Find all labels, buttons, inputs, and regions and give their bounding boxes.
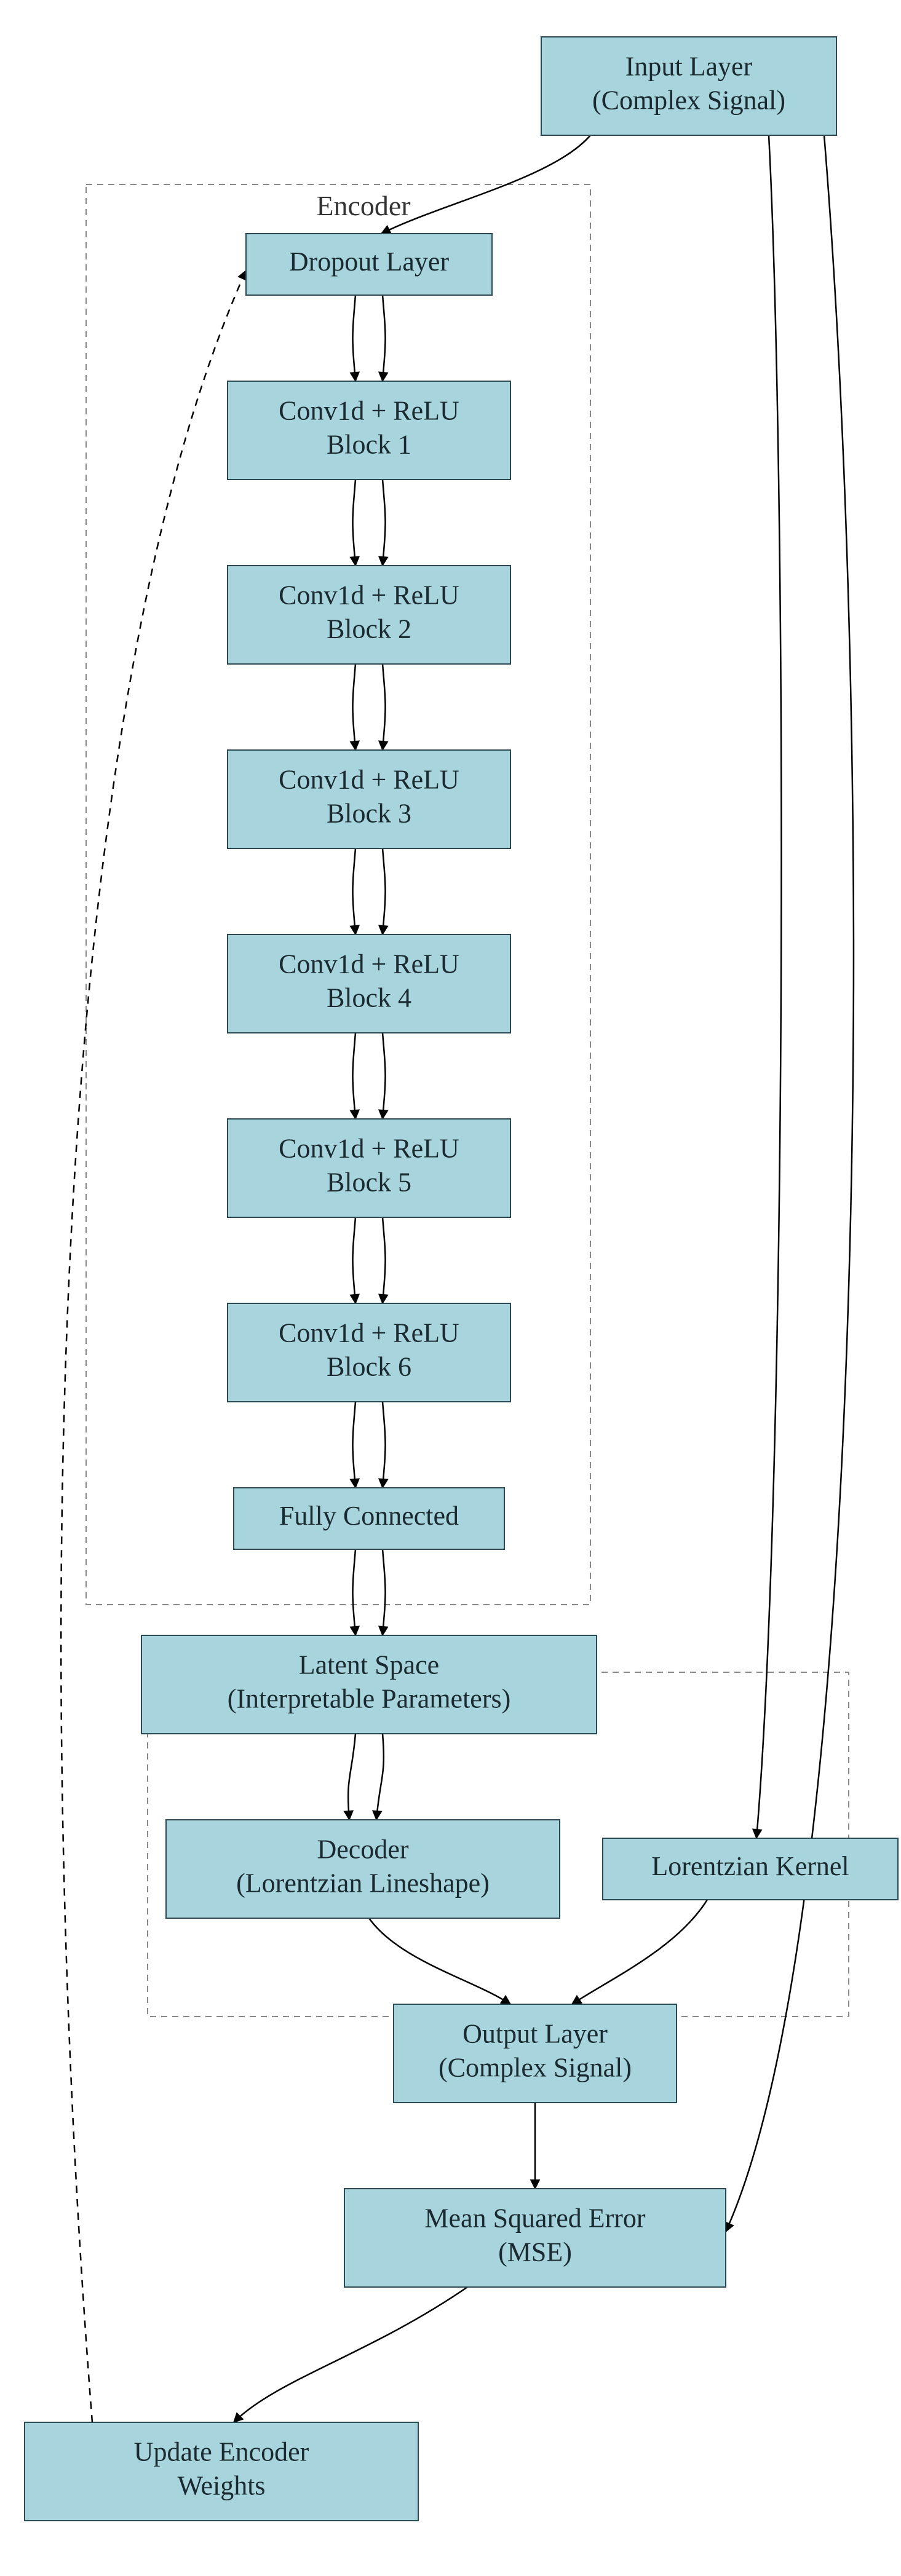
node-conv5-label-1: Block 5 — [327, 1167, 411, 1198]
node-mse-label-1: (MSE) — [498, 2237, 572, 2267]
node-conv2: Conv1d + ReLU Block 2 — [228, 566, 510, 664]
edge-latent-decoderN-r — [376, 1734, 384, 1820]
edge-conv3-conv4-l — [353, 848, 356, 934]
node-conv4-label-0: Conv1d + ReLU — [279, 949, 459, 979]
edge-decoderN-output — [369, 1918, 510, 2004]
node-update-label-0: Update Encoder — [134, 2437, 309, 2467]
edge-fc-latent-l — [353, 1549, 356, 1635]
node-conv5: Conv1d + ReLUBlock 5 — [228, 1119, 510, 1217]
node-fc-label-0: Fully Connected — [279, 1501, 459, 1531]
edge-kernel-output — [572, 1900, 707, 2004]
edge-conv6-fc-l — [353, 1402, 356, 1488]
edge-latent-decoderN-l — [348, 1734, 355, 1820]
edge-input-kernel — [756, 135, 781, 1838]
edge-dropout-conv1-r — [383, 295, 386, 381]
node-kernel: Lorentzian Kernel — [603, 1838, 898, 1900]
node-decoderN-label-0: Decoder — [317, 1835, 408, 1865]
node-conv1-label-0: Conv1d + ReLU — [279, 396, 459, 426]
node-mse: Mean Squared Error(MSE) — [344, 2189, 726, 2287]
edge-input-mse — [726, 135, 854, 2232]
node-conv4: Conv1d + ReLU Block 4 — [228, 934, 510, 1033]
node-conv1: Conv1d + ReLU Block 1 — [228, 381, 510, 480]
node-decoderN: Decoder(Lorentzian Lineshape) — [166, 1820, 560, 1918]
node-conv6: Conv1d + ReLU Block 6 — [228, 1303, 510, 1402]
node-update-label-1: Weights — [177, 2471, 265, 2501]
node-latent-label-0: Latent Space — [299, 1650, 439, 1680]
edge-conv6-fc-r — [383, 1402, 386, 1488]
node-output: Output Layer (Complex Signal) — [394, 2004, 677, 2103]
node-conv2-label-1: Block 2 — [327, 614, 411, 644]
edge-mse-update — [234, 2287, 467, 2422]
node-kernel-label-0: Lorentzian Kernel — [651, 1851, 849, 1881]
node-conv3-label-0: Conv1d + ReLU — [279, 765, 459, 795]
edge-conv1-conv2-r — [383, 480, 386, 566]
node-conv6-label-0: Conv1d + ReLU — [279, 1318, 459, 1348]
edge-conv4-conv5-r — [383, 1033, 386, 1119]
edge-conv4-conv5-l — [353, 1033, 356, 1119]
node-conv4-label-1: Block 4 — [327, 983, 411, 1013]
node-conv3-label-1: Block 3 — [327, 799, 411, 829]
architecture-diagram: EncoderDecoderInput Layer(Complex Signal… — [0, 0, 901, 2576]
node-mse-label-0: Mean Squared Error — [424, 2203, 646, 2234]
edge-conv3-conv4-r — [383, 848, 386, 934]
node-dropout: Dropout Layer — [246, 234, 492, 295]
node-conv1-label-1: Block 1 — [327, 430, 411, 460]
node-latent: Latent Space (Interpretable Parameters) — [141, 1635, 597, 1734]
node-output-label-1: (Complex Signal) — [439, 2053, 632, 2083]
edge-dropout-conv1-l — [353, 295, 356, 381]
node-fc: Fully Connected — [234, 1488, 504, 1549]
edge-conv1-conv2-l — [353, 480, 356, 566]
node-input: Input Layer(Complex Signal) — [541, 37, 836, 135]
node-conv3: Conv1d + ReLU Block 3 — [228, 750, 510, 848]
encoder-group-label: Encoder — [316, 190, 410, 221]
node-conv6-label-1: Block 6 — [327, 1352, 411, 1382]
edge-conv2-conv3-r — [383, 664, 386, 750]
node-input-label-0: Input Layer — [625, 52, 753, 82]
edge-fc-latent-r — [383, 1549, 386, 1635]
node-input-label-1: (Complex Signal) — [592, 85, 785, 116]
node-latent-label-1: (Interpretable Parameters) — [228, 1684, 511, 1714]
edge-update-dropout — [61, 271, 246, 2422]
node-dropout-label-0: Dropout Layer — [289, 247, 450, 277]
node-update: Update Encoder Weights — [25, 2422, 418, 2521]
node-conv5-label-0: Conv1d + ReLU — [279, 1134, 459, 1164]
edge-conv5-conv6-r — [383, 1217, 386, 1303]
node-output-label-0: Output Layer — [462, 2019, 608, 2049]
edge-conv5-conv6-l — [353, 1217, 356, 1303]
node-conv2-label-0: Conv1d + ReLU — [279, 580, 459, 610]
edge-conv2-conv3-l — [353, 664, 356, 750]
node-decoderN-label-1: (Lorentzian Lineshape) — [236, 1868, 490, 1898]
